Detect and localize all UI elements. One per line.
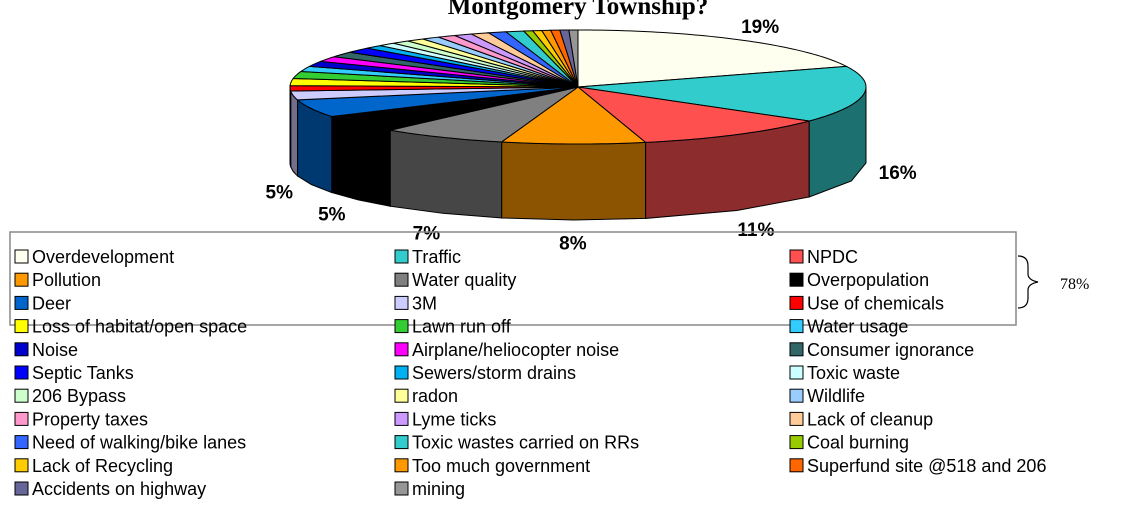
legend-swatch: [394, 411, 409, 426]
pie-slice: [296, 86, 579, 118]
legend-swatch: [394, 342, 409, 357]
legend-label: Toxic waste: [807, 363, 900, 383]
pie-slice-side: [289, 86, 292, 168]
legend-swatch: [394, 458, 409, 473]
pie-slice: [577, 65, 867, 122]
legend-label: Superfund site @518 and 206: [807, 456, 1046, 476]
legend-swatch: [789, 411, 804, 426]
legend-label: Toxic wastes carried on RRs: [412, 433, 639, 453]
legend-label: Use of chemicals: [807, 293, 944, 313]
legend-label: Water usage: [807, 317, 908, 337]
legend-label: Lack of Recycling: [32, 456, 173, 476]
legend-swatch: [789, 272, 804, 287]
legend-label: Overpopulation: [807, 270, 929, 290]
chart-title: Montgomery Township?: [448, 0, 708, 20]
legend-swatch: [394, 295, 409, 310]
legend-label: Too much government: [412, 456, 590, 476]
value-label: 5%: [266, 183, 294, 204]
legend-label: Septic Tanks: [32, 363, 134, 383]
legend-swatch: [394, 272, 409, 287]
legend-label: Need of walking/bike lanes: [32, 433, 246, 453]
legend-swatch: [394, 388, 409, 403]
legend-label: Consumer ignorance: [807, 340, 974, 360]
legend-swatch: [14, 319, 29, 334]
legend-swatch: [789, 319, 804, 334]
legend-swatch: [14, 411, 29, 426]
value-label: 8%: [559, 233, 587, 254]
pie-slice: [390, 86, 579, 143]
legend-label: Airplane/heliocopter noise: [412, 340, 619, 360]
pie-slice-side: [331, 115, 391, 207]
pie-slice-side: [290, 90, 299, 178]
legend-label: Pollution: [32, 270, 101, 290]
legend-swatch: [14, 435, 29, 450]
legend-label: Sewers/storm drains: [412, 363, 576, 383]
legend-label: 206 Bypass: [32, 386, 126, 406]
pie-slice-side: [501, 141, 647, 221]
value-label: 11%: [737, 220, 774, 241]
legend-swatch: [394, 249, 409, 264]
legend-label: Traffic: [412, 247, 461, 267]
pie-slice: [331, 86, 579, 131]
value-label: 5%: [318, 205, 346, 226]
legend-label: Accidents on highway: [32, 479, 206, 499]
pie-slice: [577, 29, 849, 88]
legend-label: Noise: [32, 340, 78, 360]
legend-swatch: [394, 481, 409, 496]
pie-slice: [576, 86, 810, 143]
legend-swatch: [394, 435, 409, 450]
legend: Overdevelopment Traffic NPDC Pollution Water…: [14, 247, 1046, 499]
legend-swatch: [789, 342, 804, 357]
legend-swatch: [394, 365, 409, 380]
legend-label: radon: [412, 386, 458, 406]
legend-label: Overdevelopment: [32, 247, 174, 267]
legend-label: 3M: [412, 293, 437, 313]
pie-slice: [500, 86, 647, 145]
legend-label: Deer: [32, 293, 71, 313]
legend-swatch: [14, 458, 29, 473]
legend-swatch: [14, 272, 29, 287]
pie-slice-side: [389, 129, 503, 219]
legend-swatch: [14, 388, 29, 403]
pie-slice: [568, 29, 579, 88]
legend-swatch: [789, 435, 804, 450]
legend-swatch: [14, 481, 29, 496]
legend-box: [9, 231, 1017, 326]
legend-swatch: [14, 295, 29, 310]
legend-label: Loss of habitat/open space: [32, 317, 247, 337]
legend-swatch: [14, 365, 29, 380]
legend-swatch: [14, 342, 29, 357]
legend-swatch: [789, 458, 804, 473]
legend-label: Property taxes: [32, 409, 148, 429]
legend-swatch: [789, 249, 804, 264]
legend-label: Coal burning: [807, 433, 909, 453]
legend-swatch: [14, 249, 29, 264]
legend-swatch: [789, 388, 804, 403]
annotation: 78%: [1060, 276, 1089, 293]
legend-label: Lawn run off: [412, 317, 512, 337]
brace: [1017, 255, 1039, 309]
legend-label: Wildlife: [807, 386, 865, 406]
legend-label: Lyme ticks: [412, 409, 496, 429]
legend-swatch: [789, 365, 804, 380]
value-label: 16%: [879, 163, 917, 184]
value-labels: 19% 16% 11% 8% 7% 5% 5%: [266, 17, 917, 254]
pie: [289, 29, 867, 221]
legend-label: NPDC: [807, 247, 858, 267]
legend-swatch: [394, 319, 409, 334]
legend-swatch: [789, 295, 804, 310]
legend-label: mining: [412, 479, 465, 499]
legend-label: Lack of cleanup: [807, 409, 933, 429]
value-label: 7%: [413, 224, 441, 245]
value-label: 19%: [741, 17, 779, 38]
pie-slice: [349, 47, 579, 88]
legend-label: Water quality: [412, 270, 516, 290]
pie-slice: [333, 51, 579, 88]
